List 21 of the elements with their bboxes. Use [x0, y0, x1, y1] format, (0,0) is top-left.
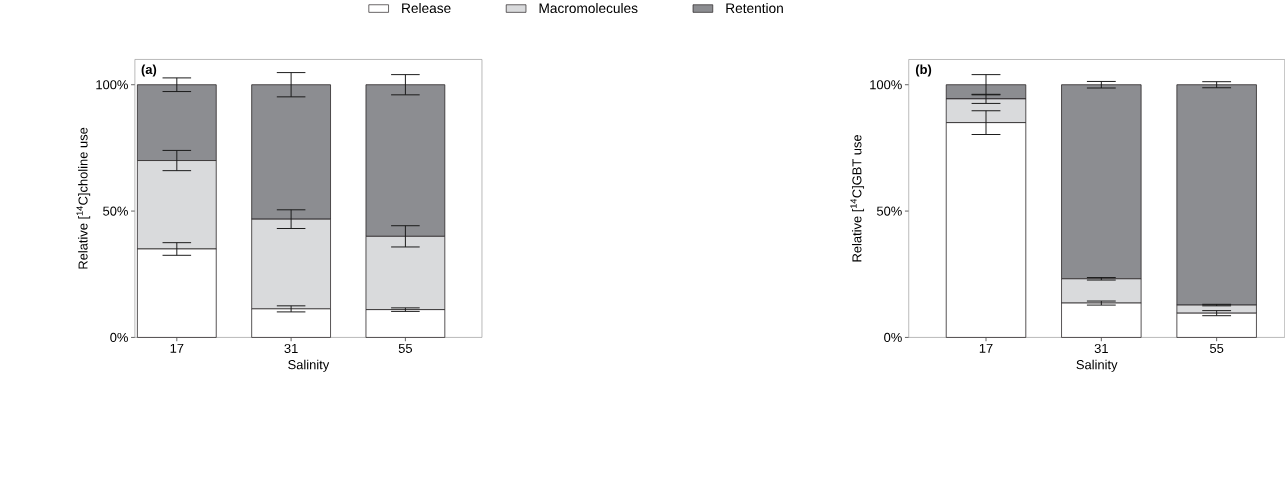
x-tick-label: 17 — [170, 343, 184, 353]
legend-label: Release — [402, 3, 451, 14]
x-tick-label: 17 — [979, 343, 993, 353]
legend-label: Macromolecules — [539, 3, 638, 14]
x-axis-title: Salinity — [288, 359, 330, 372]
y-tick-label: 0% — [110, 332, 128, 342]
y-axis-title: Relative [$^{14}$C]choline use — [76, 127, 91, 269]
annotation: (b) — [915, 64, 932, 77]
x-tick-label: 31 — [284, 343, 298, 354]
annotation: (a) — [141, 64, 157, 77]
y-tick-label: 100% — [870, 80, 902, 90]
x-tick-label: 31 — [1094, 343, 1108, 354]
x-tick-label: 55 — [398, 343, 413, 353]
legend-label: Retention — [726, 3, 783, 14]
y-tick-label: 0% — [884, 332, 902, 342]
x-tick-label: 55 — [1209, 343, 1224, 353]
y-tick-label: 50% — [876, 206, 902, 216]
y-axis-title: Relative [$^{14}$C]GBT use — [850, 134, 865, 262]
x-axis-title: Salinity — [1076, 359, 1118, 372]
y-tick-label: 50% — [103, 206, 128, 216]
y-tick-label: 100% — [96, 80, 128, 90]
